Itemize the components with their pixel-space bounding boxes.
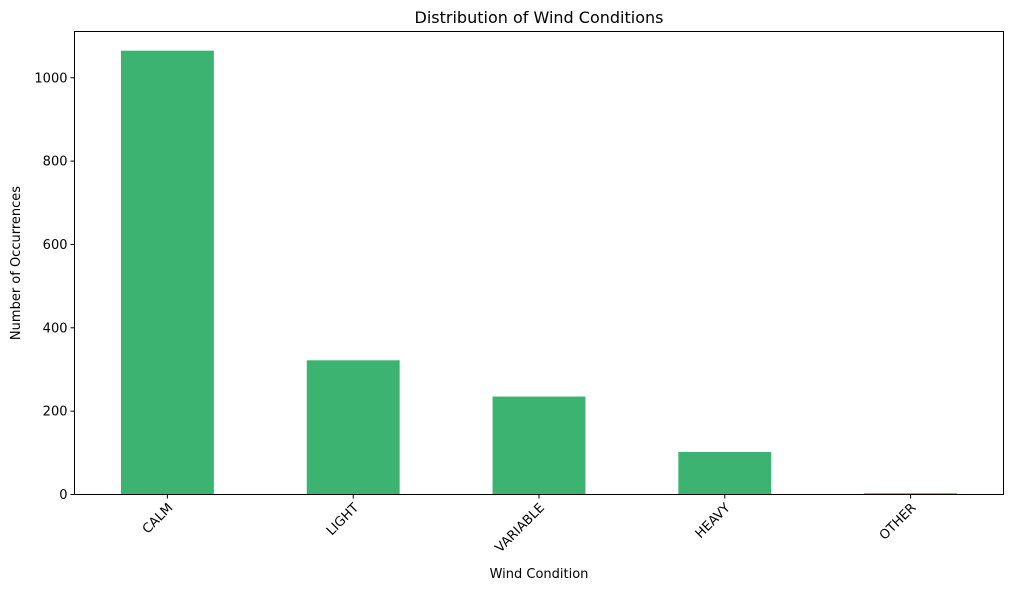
plot-frame [74, 31, 1004, 495]
x-tick-label: VARIABLE [493, 501, 548, 556]
x-axis-ticks: CALM LIGHT VARIABLE HEAVY OTHER [140, 494, 920, 556]
y-axis-label: Number of Occurrences [9, 186, 24, 340]
y-tick-label: 400 [43, 321, 68, 336]
bar-variable [492, 396, 586, 495]
bars-group [120, 50, 958, 495]
y-tick-label: 800 [43, 155, 68, 170]
y-tick-label: 200 [43, 405, 68, 420]
x-tick-label: CALM [140, 501, 176, 537]
y-axis-ticks: 0 200 400 600 800 1000 [34, 71, 75, 503]
x-tick-label: LIGHT [324, 501, 362, 539]
bar-heavy [678, 451, 772, 495]
bar-calm [120, 50, 214, 495]
bar-light [306, 360, 400, 495]
x-tick-label: OTHER [877, 501, 920, 544]
x-axis-label: Wind Condition [490, 567, 589, 582]
chart-title: Distribution of Wind Conditions [415, 8, 664, 27]
x-tick-label: HEAVY [693, 501, 734, 542]
y-tick-label: 600 [43, 238, 68, 253]
bar-other [864, 493, 958, 495]
y-tick-label: 1000 [34, 71, 67, 86]
y-tick-label: 0 [59, 488, 67, 503]
